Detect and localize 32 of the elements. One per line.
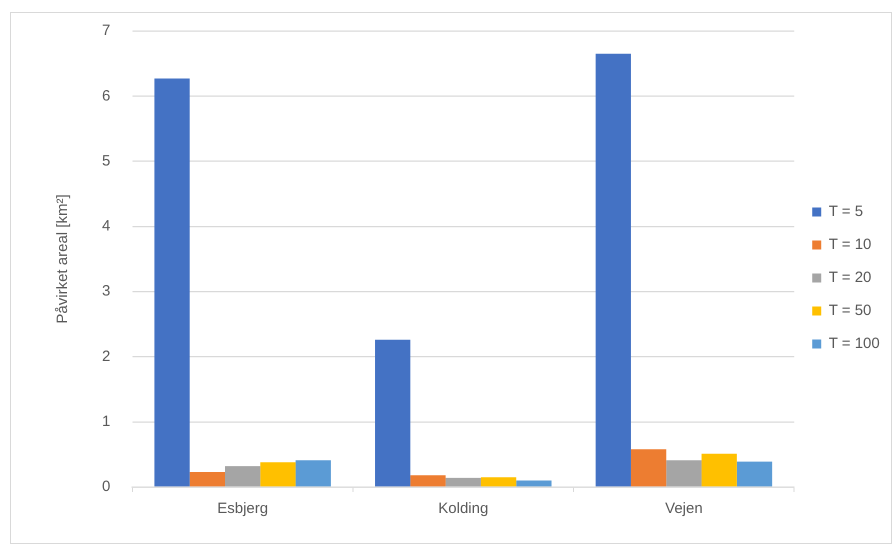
bar <box>190 472 226 486</box>
y-tick-label: 7 <box>102 22 110 40</box>
y-tick-label: 6 <box>102 87 110 104</box>
bar <box>410 475 446 486</box>
y-tick-label: 0 <box>102 478 110 496</box>
bar <box>446 478 481 486</box>
bar <box>480 477 516 486</box>
legend-label: T = 20 <box>828 269 872 286</box>
bar <box>296 460 331 486</box>
y-tick-label: 5 <box>102 152 110 170</box>
bar <box>516 480 552 486</box>
bar <box>260 462 296 486</box>
y-axis-title: Påvirket areal [km²] <box>54 194 72 324</box>
y-tick-label: 2 <box>102 348 110 365</box>
bar <box>154 78 190 486</box>
y-tick-label: 3 <box>102 282 110 300</box>
legend-label: T = 100 <box>828 335 880 352</box>
legend-label: T = 50 <box>828 302 872 320</box>
legend-label: T = 5 <box>828 203 864 220</box>
x-tick-label: Esbjerg <box>217 500 268 518</box>
bar <box>630 449 666 486</box>
y-tick-label: 4 <box>102 218 110 235</box>
bar <box>596 54 631 486</box>
x-tick-label: Vejen <box>665 500 703 518</box>
bar <box>225 466 260 486</box>
bar <box>375 340 410 486</box>
x-tick-label: Kolding <box>438 500 488 518</box>
bar <box>666 460 702 486</box>
y-tick-label: 1 <box>102 413 110 430</box>
legend-label: T = 10 <box>828 236 872 254</box>
bar <box>736 462 772 486</box>
bar <box>702 454 737 486</box>
